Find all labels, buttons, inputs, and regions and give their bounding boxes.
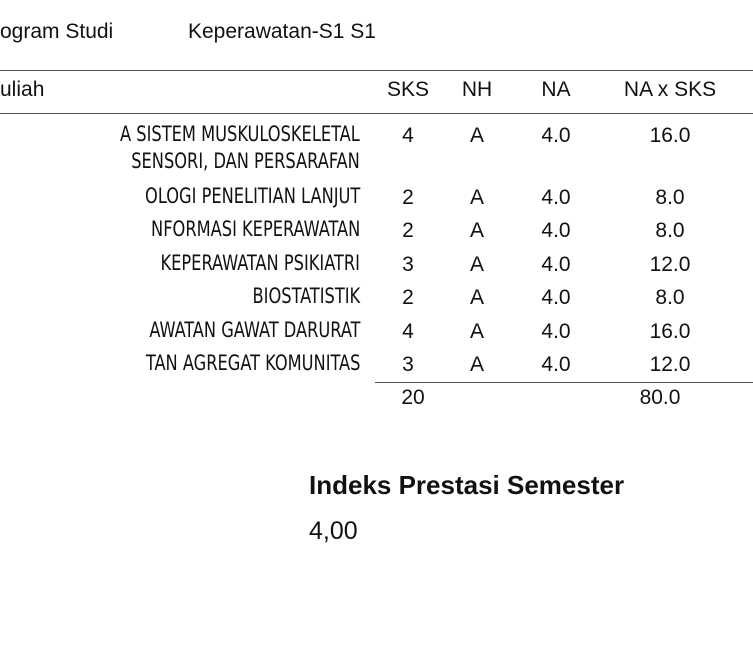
table-top-rule bbox=[0, 70, 753, 71]
cell-na-x-sks: 16.0 bbox=[649, 124, 691, 147]
course-name: KEPERAWATAN PSIKIATRI bbox=[160, 250, 360, 275]
header-rule bbox=[0, 113, 753, 114]
cell-na: 4.0 bbox=[541, 353, 571, 376]
total-rule bbox=[375, 382, 753, 383]
cell-na: 4.0 bbox=[541, 286, 571, 310]
cell-na-x-sks: 16.0 bbox=[649, 319, 691, 343]
cell-na-x-sks: 8.0 bbox=[655, 186, 685, 209]
cell-na: 4.0 bbox=[541, 124, 571, 147]
course-name: NFORMASI KEPERAWATAN bbox=[150, 217, 360, 242]
course-name: OLOGI PENELITIAN LANJUT bbox=[144, 184, 360, 208]
cell-na: 4.0 bbox=[541, 252, 571, 276]
cell-nh: A bbox=[469, 124, 485, 147]
cell-na-x-sks: 8.0 bbox=[655, 286, 685, 310]
total-na-x-sks: 80.0 bbox=[639, 386, 681, 409]
ips-value: 4,00 bbox=[309, 517, 358, 545]
cell-na-x-sks: 12.0 bbox=[649, 252, 691, 276]
total-sks: 20 bbox=[401, 386, 425, 409]
program-label: ogram Studi bbox=[0, 20, 114, 43]
cell-na: 4.0 bbox=[541, 319, 571, 343]
cell-nh: A bbox=[469, 219, 485, 243]
course-name: AWATAN GAWAT DARURAT bbox=[148, 317, 360, 342]
course-name: SENSORI, DAN PERSARAFAN bbox=[131, 149, 360, 173]
cell-sks: 4 bbox=[402, 319, 414, 343]
column-header: NH bbox=[461, 78, 493, 101]
course-name: TAN AGREGAT KOMUNITAS bbox=[145, 351, 360, 375]
cell-na: 4.0 bbox=[541, 219, 571, 243]
cell-nh: A bbox=[469, 286, 485, 310]
cell-sks: 2 bbox=[402, 286, 414, 310]
program-value: Keperawatan-S1 S1 bbox=[188, 20, 376, 43]
cell-sks: 2 bbox=[402, 186, 414, 209]
course-name: A SISTEM MUSKULOSKELETAL bbox=[120, 122, 360, 146]
column-header: uliah bbox=[0, 78, 45, 101]
cell-nh: A bbox=[469, 186, 485, 209]
cell-na-x-sks: 12.0 bbox=[649, 353, 691, 376]
column-header: SKS bbox=[386, 78, 430, 101]
cell-nh: A bbox=[469, 319, 485, 343]
cell-sks: 3 bbox=[402, 353, 414, 376]
cell-nh: A bbox=[469, 252, 485, 276]
ips-title: Indeks Prestasi Semester bbox=[309, 470, 625, 500]
cell-sks: 3 bbox=[402, 252, 414, 276]
cell-sks: 4 bbox=[402, 124, 414, 147]
column-header: NA bbox=[541, 78, 571, 101]
cell-nh: A bbox=[469, 353, 485, 376]
cell-na: 4.0 bbox=[541, 186, 571, 209]
column-header: NA x SKS bbox=[623, 78, 717, 101]
cell-na-x-sks: 8.0 bbox=[655, 219, 685, 243]
cell-sks: 2 bbox=[402, 219, 414, 243]
course-name: BIOSTATISTIK bbox=[252, 284, 360, 309]
